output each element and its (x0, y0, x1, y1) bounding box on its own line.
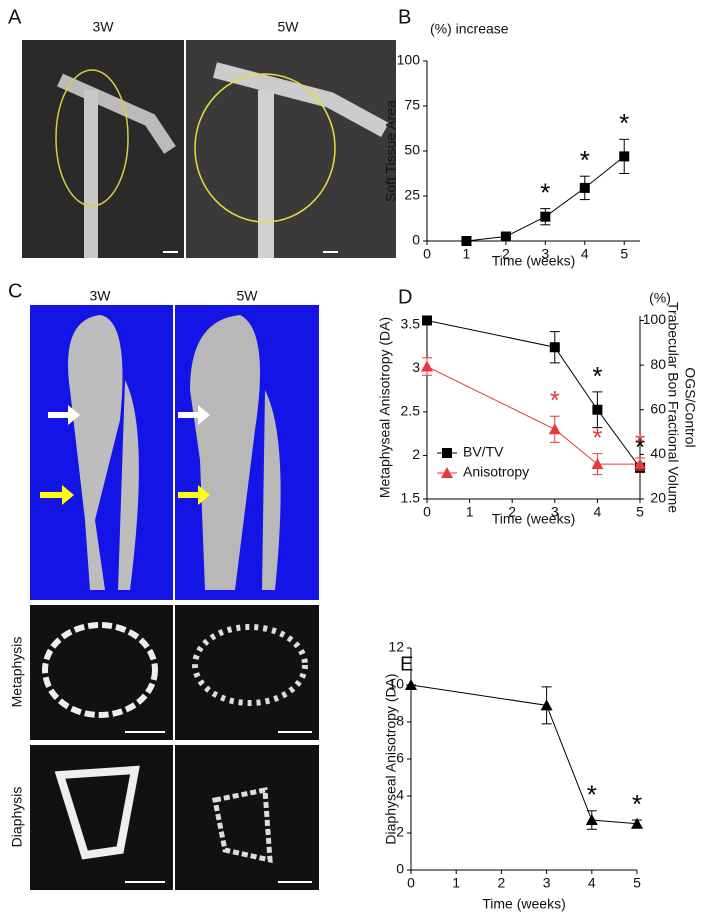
significance-mark: * (592, 361, 602, 391)
x-tick-label: 5 (620, 246, 628, 262)
y-tick-label: 4 (396, 787, 404, 803)
y-tick-label: 8 (396, 713, 404, 729)
y-tick-label: 2.5 (401, 403, 421, 419)
x-axis-label: Time (weeks) (492, 511, 576, 527)
series-line (426, 366, 640, 465)
marker (592, 404, 603, 415)
significance-mark: * (587, 780, 597, 810)
y-tick-label: 12 (388, 639, 404, 655)
x-axis-label: Time (weeks) (492, 253, 576, 269)
legend-marker (442, 448, 452, 458)
x-tick-label: 3 (551, 504, 559, 520)
x-tick-label: 2 (508, 504, 516, 520)
x-tick-label: 3 (541, 246, 549, 262)
y-tick-label: 6 (396, 750, 404, 766)
y-tick-label: 1.5 (401, 490, 421, 506)
y2-tick-label: 100 (643, 311, 667, 327)
x-tick-label: 4 (588, 875, 596, 891)
panel-label: D (398, 286, 412, 308)
chart-title: (%) increase (430, 21, 509, 37)
image-label: 5W (278, 19, 300, 35)
x-tick-label: 4 (594, 504, 602, 520)
marker (549, 342, 560, 353)
panel-label: E (400, 653, 413, 675)
y-axis-label: Soft Tissue Area (383, 100, 399, 202)
y-tick-label: 2 (396, 824, 404, 840)
significance-mark: * (592, 423, 602, 453)
x-tick-label: 1 (463, 246, 471, 262)
y2-tick-label: 40 (650, 445, 666, 461)
y2-tick-label: 60 (650, 400, 666, 416)
row-label: Diaphysis (9, 787, 25, 848)
y2-tick-label: 80 (650, 356, 666, 372)
y-axis-label: Diaphyseal Anisotropy (DA) (383, 673, 399, 844)
y2-unit: (%) (649, 290, 671, 306)
y-tick-label: 3.5 (401, 315, 421, 331)
marker (585, 814, 598, 826)
y-axis-label: Metaphyseal Anisotropy (DA) (377, 317, 393, 498)
significance-mark: * (635, 432, 645, 462)
series-line (410, 684, 638, 825)
x-tick-label: 0 (407, 875, 415, 891)
x-tick-label: 1 (466, 504, 474, 520)
marker (591, 458, 604, 470)
marker (421, 360, 433, 372)
y-tick-label: 50 (404, 142, 420, 158)
x-tick-label: 1 (452, 875, 460, 891)
marker (634, 458, 646, 470)
marker (619, 151, 630, 162)
marker (422, 315, 432, 326)
significance-mark: * (540, 177, 550, 207)
image-label: 3W (90, 288, 112, 304)
y-tick-label: 25 (404, 187, 420, 203)
x-tick-label: 4 (581, 246, 589, 262)
y2-axis-label: Trabecular Bon Fractional Volume (665, 302, 681, 513)
panel-label: A (8, 6, 22, 28)
x-tick-label: 5 (633, 875, 641, 891)
x-tick-label: 0 (423, 246, 431, 262)
row-label: Metaphysis (9, 637, 25, 708)
y2-tick-label: 20 (650, 490, 666, 506)
marker (500, 231, 511, 242)
marker (461, 236, 472, 246)
panel-label: C (8, 280, 22, 302)
y-tick-label: 10 (388, 676, 404, 692)
x-tick-label: 2 (502, 246, 510, 262)
legend-label: Anisotropy (463, 464, 529, 480)
x-tick-label: 0 (423, 504, 431, 520)
image-label: 3W (93, 19, 115, 35)
series-line (426, 319, 641, 469)
significance-mark: * (635, 427, 645, 457)
marker (540, 699, 553, 711)
y-tick-label: 0 (412, 232, 420, 248)
y-tick-label: 3 (412, 359, 420, 375)
y-tick-label: 2 (412, 446, 420, 462)
marker (631, 817, 643, 829)
significance-mark: * (580, 145, 590, 175)
x-tick-label: 5 (636, 504, 644, 520)
y2-axis-label: OGS/Control (682, 367, 698, 447)
significance-mark: * (619, 108, 629, 138)
x-tick-label: 3 (543, 875, 551, 891)
image-label: 5W (237, 288, 259, 304)
x-axis-label: Time (weeks) (482, 896, 566, 912)
x-tick-label: 2 (498, 875, 506, 891)
marker (548, 423, 561, 435)
xray-images (22, 40, 396, 258)
significance-mark: * (550, 385, 560, 415)
y-tick-label: 100 (397, 52, 421, 68)
legend-marker (441, 467, 453, 478)
marker (540, 211, 551, 222)
panel-label: B (398, 6, 411, 28)
microct-images (30, 305, 319, 890)
marker (405, 679, 417, 690)
y-tick-label: 75 (404, 97, 420, 113)
marker (579, 182, 590, 193)
significance-mark: * (632, 789, 642, 819)
legend-label: BV/TV (463, 444, 504, 460)
y-tick-label: 0 (396, 861, 404, 877)
